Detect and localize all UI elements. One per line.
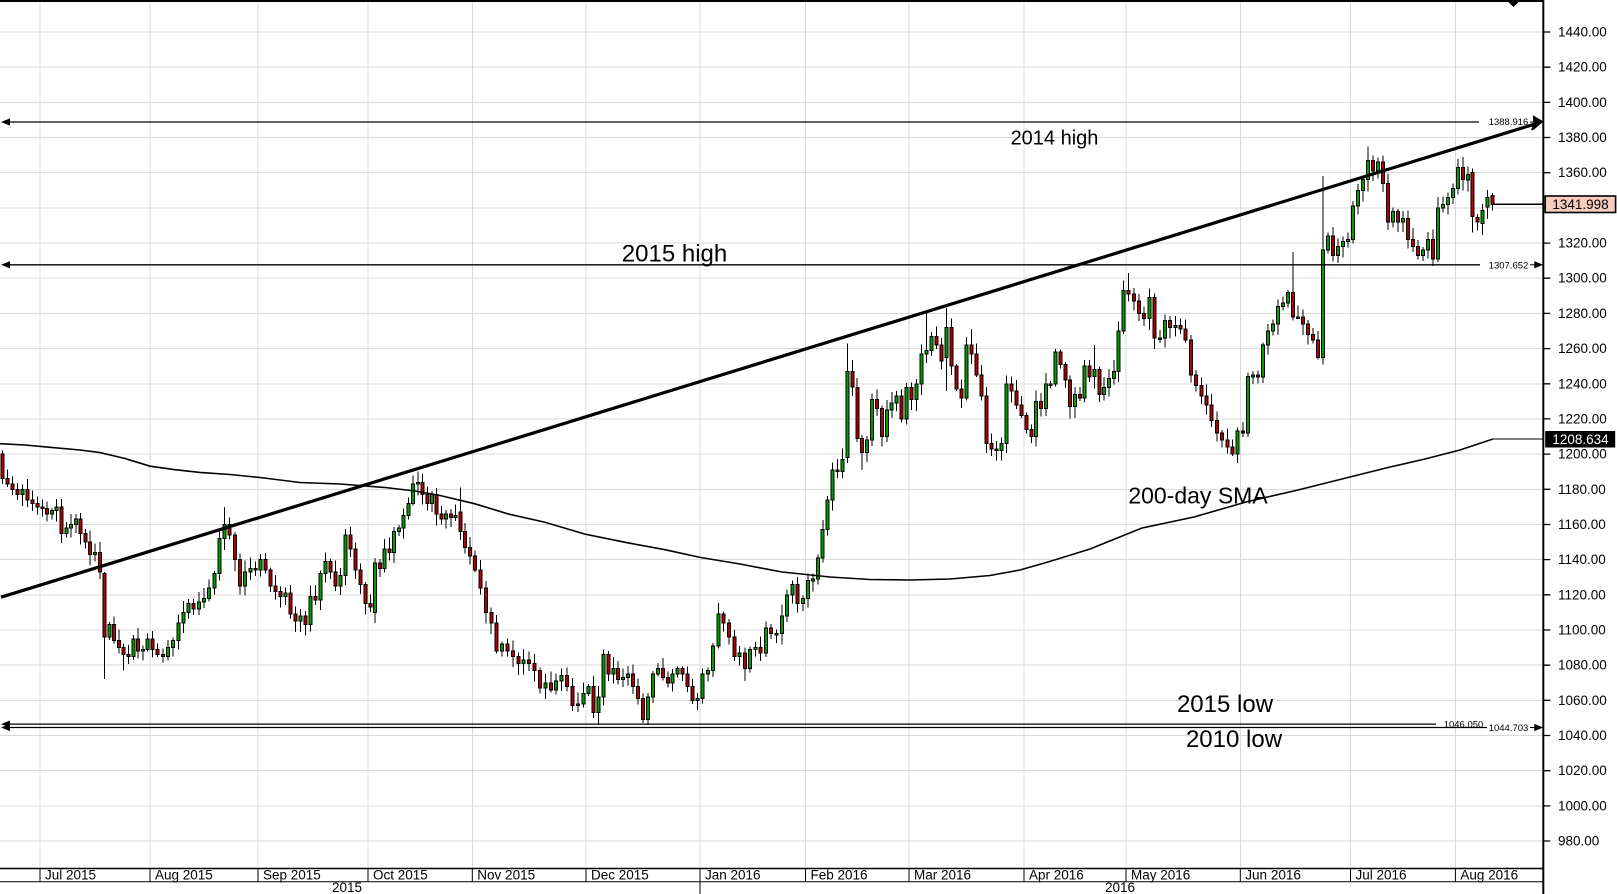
svg-text:1420.00: 1420.00 [1558,60,1607,75]
svg-text:Aug 2015: Aug 2015 [155,868,213,883]
svg-text:200-day SMA: 200-day SMA [1128,483,1268,509]
svg-text:Apr 2016: Apr 2016 [1029,868,1084,883]
svg-text:2015: 2015 [332,880,362,894]
svg-text:1341.998: 1341.998 [1552,197,1608,212]
svg-text:Jul 2016: Jul 2016 [1356,868,1407,883]
svg-text:1180.00: 1180.00 [1558,482,1606,497]
svg-text:Dec 2015: Dec 2015 [591,868,649,883]
svg-text:1300.00: 1300.00 [1558,271,1607,286]
svg-text:1040.00: 1040.00 [1558,728,1607,743]
svg-text:Jan 2016: Jan 2016 [705,868,761,883]
svg-text:1280.00: 1280.00 [1558,306,1607,321]
svg-text:1440.00: 1440.00 [1558,25,1607,40]
svg-text:1100.00: 1100.00 [1558,623,1606,638]
svg-text:1160.00: 1160.00 [1558,517,1606,532]
svg-text:1380.00: 1380.00 [1558,130,1607,145]
svg-text:1080.00: 1080.00 [1558,658,1607,673]
svg-text:1400.00: 1400.00 [1558,95,1607,110]
svg-text:1360.00: 1360.00 [1558,165,1607,180]
svg-text:1220.00: 1220.00 [1558,411,1607,426]
svg-text:1240.00: 1240.00 [1558,376,1607,391]
svg-text:1120.00: 1120.00 [1558,587,1606,602]
svg-text:2015 low: 2015 low [1177,691,1274,718]
svg-text:Mar 2016: Mar 2016 [914,868,971,883]
svg-text:Sep 2015: Sep 2015 [263,868,321,883]
svg-text:1140.00: 1140.00 [1558,552,1606,567]
svg-text:1044.703: 1044.703 [1489,723,1529,734]
svg-text:1000.00: 1000.00 [1558,798,1607,813]
svg-text:1020.00: 1020.00 [1558,763,1607,778]
svg-text:2010 low: 2010 low [1186,726,1283,753]
svg-text:Feb 2016: Feb 2016 [811,868,868,883]
svg-text:1200.00: 1200.00 [1558,447,1607,462]
svg-text:1307.652: 1307.652 [1489,260,1529,271]
svg-text:Jul 2015: Jul 2015 [45,868,96,883]
svg-text:Nov 2015: Nov 2015 [477,868,535,883]
svg-text:1260.00: 1260.00 [1558,341,1607,356]
svg-text:Jun 2016: Jun 2016 [1245,868,1301,883]
svg-text:2014 high: 2014 high [1011,128,1099,150]
svg-text:980.00: 980.00 [1558,834,1599,849]
svg-text:1388.916: 1388.916 [1489,117,1529,128]
svg-text:Oct 2015: Oct 2015 [373,868,428,883]
svg-text:Aug 2016: Aug 2016 [1460,868,1518,883]
svg-text:May 2016: May 2016 [1131,868,1190,883]
svg-text:2016: 2016 [1105,880,1135,894]
svg-text:1046.050: 1046.050 [1444,719,1484,730]
svg-text:2015 high: 2015 high [622,241,727,268]
svg-text:1208.634: 1208.634 [1552,432,1609,447]
svg-text:1320.00: 1320.00 [1558,236,1607,251]
svg-text:1060.00: 1060.00 [1558,693,1607,708]
